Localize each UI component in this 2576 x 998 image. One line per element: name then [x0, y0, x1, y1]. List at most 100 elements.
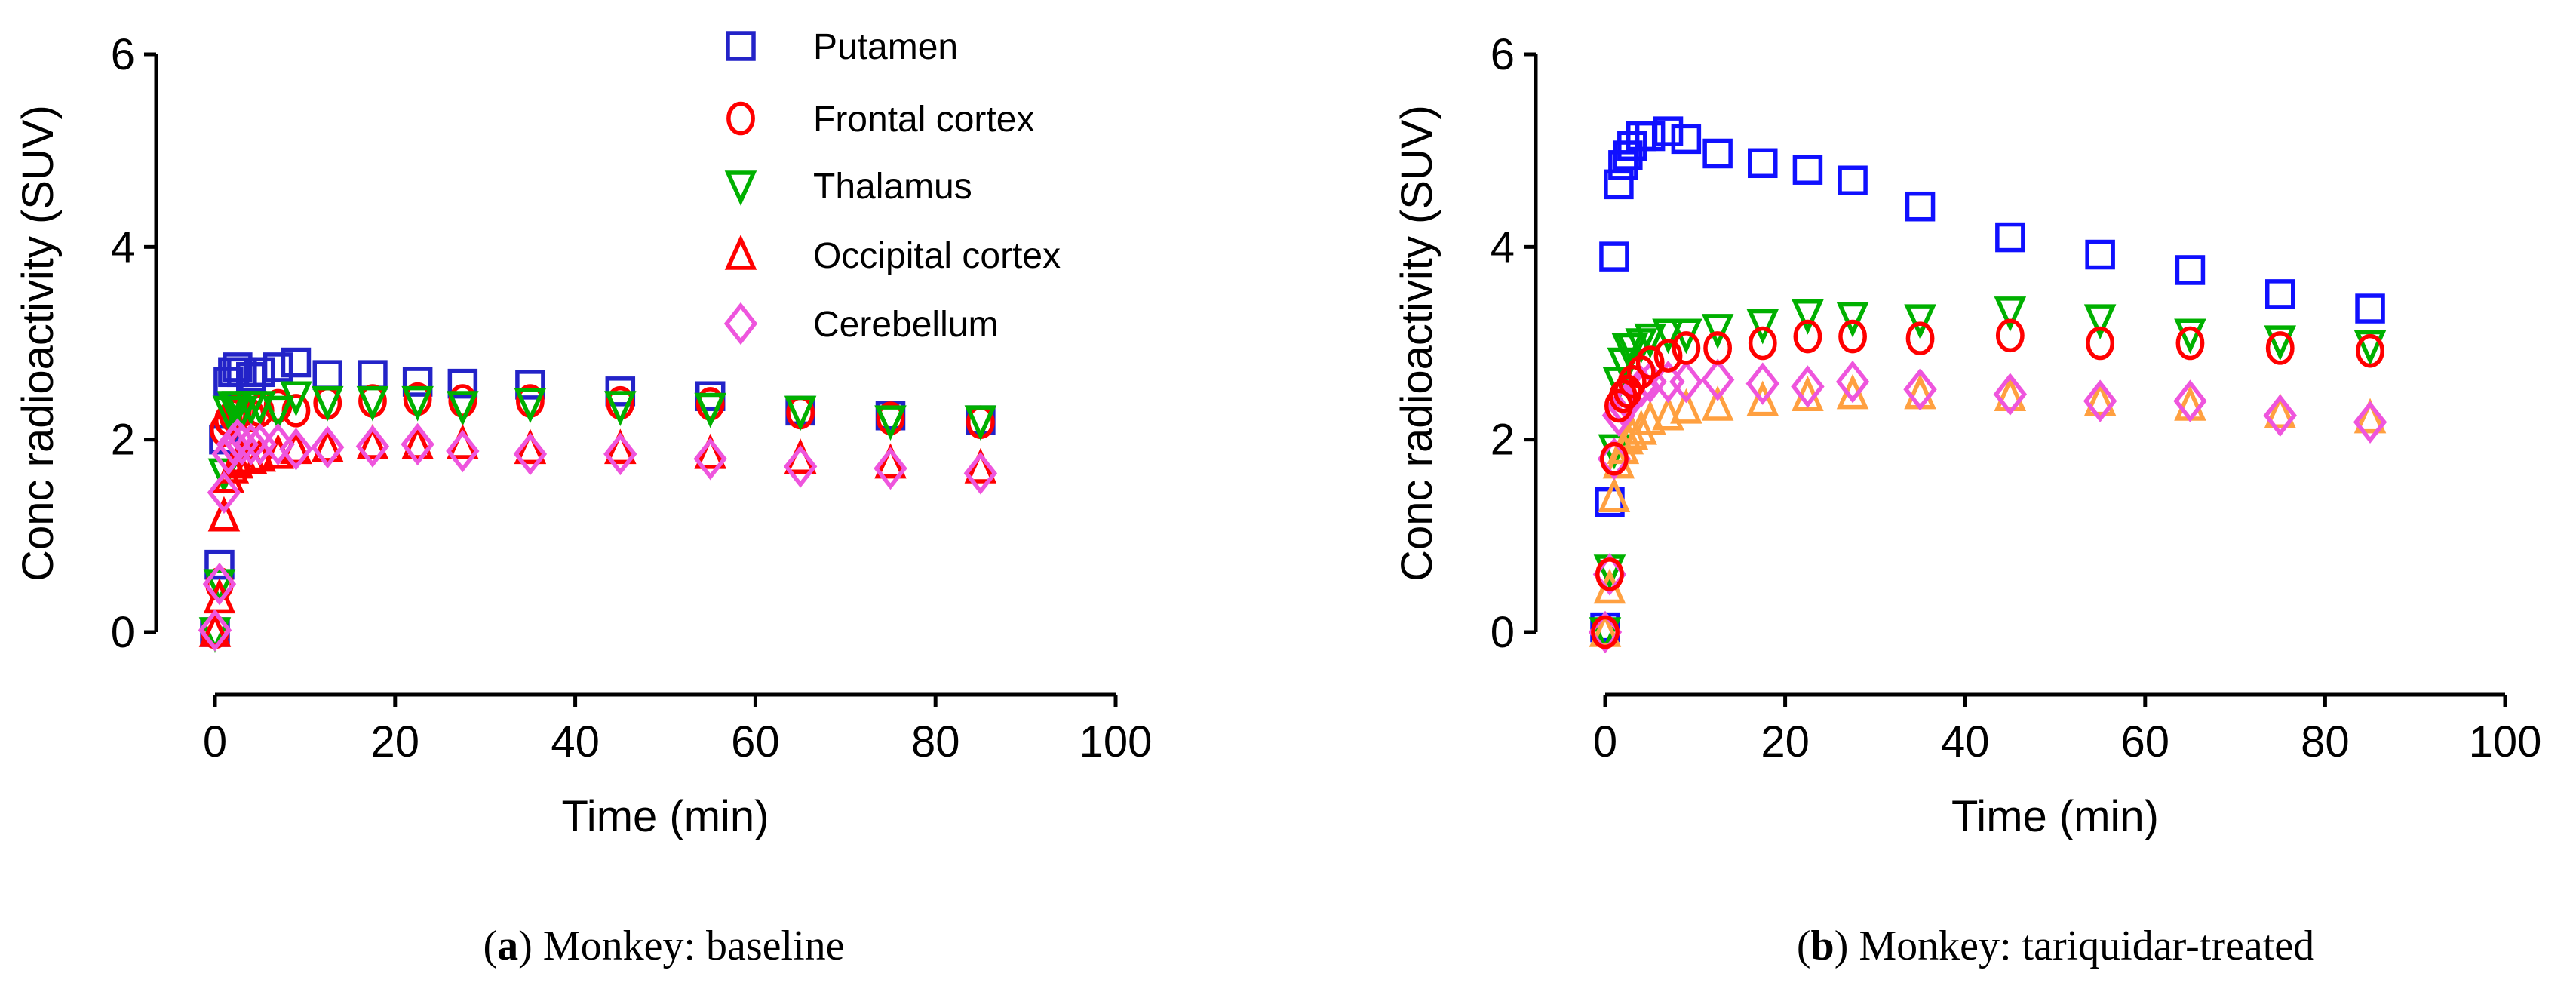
legend: Putamen Frontal cortex Thalamus Occipital c… — [723, 27, 1061, 345]
data-point — [244, 391, 276, 427]
data-point — [1838, 319, 1867, 354]
x-tick-label: 0 — [1593, 717, 1617, 766]
data-point — [514, 388, 547, 424]
data-point — [358, 360, 388, 390]
data-point — [1993, 373, 2028, 416]
data-point — [603, 432, 637, 476]
series-frontal-cortex — [1591, 318, 2384, 649]
legend-item: Frontal cortex — [726, 100, 1034, 140]
legend-item: Putamen — [726, 27, 958, 67]
data-point — [1792, 299, 1824, 335]
data-point — [1792, 155, 1823, 185]
data-point — [202, 562, 237, 606]
x-tick-label: 40 — [551, 717, 600, 766]
data-point — [263, 352, 293, 382]
y-tick-label: 2 — [111, 416, 135, 465]
data-point — [1625, 409, 1657, 445]
y-tick-label: 0 — [1491, 608, 1515, 657]
data-point — [1702, 138, 1733, 169]
data-point — [2263, 394, 2297, 438]
x-tick-label: 100 — [2469, 717, 2542, 766]
series-putamen — [1590, 116, 2385, 643]
data-point — [604, 391, 637, 427]
legend-item: Occipital cortex — [724, 234, 1061, 276]
series-occipital-cortex — [198, 424, 997, 647]
data-point — [227, 357, 257, 388]
data-point — [1703, 331, 1733, 365]
data-point — [2355, 293, 2385, 324]
data-point — [874, 443, 907, 479]
y-axis-label: Conc radioactivity (SUV) — [1392, 105, 1442, 582]
data-point — [874, 405, 907, 441]
data-point — [1745, 362, 1779, 405]
legend-marker-icon — [724, 234, 757, 270]
data-point — [1746, 380, 1779, 416]
legend-label: Frontal cortex — [813, 100, 1034, 140]
y-tick-label: 4 — [1491, 223, 1515, 272]
caption-text: ) Monkey: baseline — [518, 923, 844, 969]
data-point — [1591, 615, 1620, 649]
legend-marker-icon — [723, 302, 758, 345]
data-point — [311, 426, 344, 462]
data-point — [1600, 441, 1629, 476]
data-point — [244, 357, 275, 388]
y-tick-label: 4 — [111, 223, 135, 272]
data-point — [2264, 325, 2297, 361]
data-point — [356, 385, 389, 422]
data-point — [2353, 398, 2387, 434]
data-point — [203, 578, 236, 614]
data-point — [2265, 331, 2295, 365]
x-tick-label: 40 — [1941, 717, 1990, 766]
data-point — [1634, 323, 1666, 359]
data-point — [783, 445, 818, 488]
caption-text: ) Monkey: tariquidar-treated — [1835, 923, 2314, 969]
x-tick-label: 20 — [1761, 717, 1810, 766]
data-point — [1904, 304, 1936, 340]
data-point — [198, 609, 232, 652]
data-point — [1995, 222, 2025, 253]
x-tick-label: 20 — [371, 717, 420, 766]
data-point — [1748, 148, 1778, 179]
x-tick-label: 100 — [1079, 717, 1153, 766]
data-point — [1701, 314, 1734, 349]
series-occipital-cortex — [1589, 373, 2387, 647]
data-point — [203, 569, 236, 605]
data-point — [1701, 385, 1734, 421]
data-point — [2083, 380, 2117, 416]
data-point — [694, 433, 726, 469]
data-point — [2175, 255, 2206, 285]
data-point — [2086, 326, 2115, 361]
data-point — [2353, 330, 2387, 366]
legend-item: Thalamus — [724, 167, 972, 207]
data-point — [1903, 368, 1937, 411]
data-point — [281, 347, 312, 378]
x-axis-label: Time (min) — [1951, 792, 2159, 841]
legend-item: Cerebellum — [723, 302, 998, 345]
caption-paren: ( — [484, 923, 498, 969]
y-tick-label: 6 — [111, 30, 135, 79]
data-point — [279, 428, 313, 471]
data-point — [1635, 121, 1666, 152]
data-point — [1791, 365, 1825, 408]
data-point — [1653, 339, 1683, 373]
y-tick-label: 2 — [1491, 416, 1515, 465]
data-point — [401, 422, 434, 466]
data-point — [447, 368, 478, 399]
data-point — [1634, 400, 1666, 435]
data-point — [1905, 321, 1935, 355]
data-point — [514, 428, 547, 465]
data-point — [2356, 333, 2384, 368]
data-point — [2173, 379, 2207, 422]
data-point — [1671, 124, 1702, 155]
data-point — [402, 367, 433, 397]
data-point — [1669, 360, 1703, 404]
data-point — [1748, 326, 1777, 361]
data-point — [448, 384, 477, 418]
data-point — [1617, 364, 1647, 399]
data-point — [401, 424, 434, 459]
data-point — [1994, 296, 2027, 332]
x-tick-label: 80 — [2301, 717, 2350, 766]
data-point — [1595, 557, 1624, 591]
